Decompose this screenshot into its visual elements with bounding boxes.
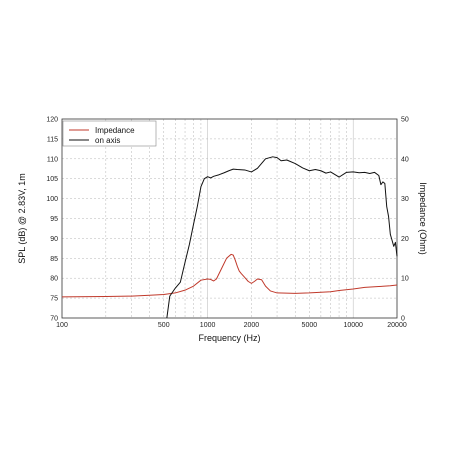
y-axis-label: SPL (dB) @ 2.83V, 1m	[17, 173, 27, 264]
legend: Impedance on axis	[62, 120, 157, 147]
x-tick-label: 10000	[343, 322, 363, 329]
x-axis-label: Frequency (Hz)	[198, 333, 260, 343]
plot-frame	[61, 118, 398, 319]
legend-label-impedance: Impedance	[95, 126, 135, 135]
y-tick-label: 120	[46, 117, 58, 124]
y-tick-label: 110	[47, 156, 58, 163]
y2-tick-label: 30	[401, 196, 409, 203]
x-tick-label: 1000	[200, 322, 216, 329]
y-tick-label: 115	[47, 136, 58, 143]
y-tick-label: 90	[50, 236, 58, 243]
series-layer	[61, 156, 398, 319]
y2-tick-label: 10	[401, 276, 409, 283]
y-tick-label: 95	[50, 216, 58, 223]
legend-label-on-axis: on axis	[95, 136, 120, 145]
y2-axis-label: Impedance (Ohm)	[418, 182, 428, 255]
y2-tick-label: 50	[401, 117, 409, 124]
series-line-impedance	[61, 253, 398, 298]
x-tick-label: 2000	[244, 322, 260, 329]
y2-tick-label: 0	[401, 316, 405, 323]
y-tick-label: 80	[50, 276, 58, 283]
y-tick-label: 105	[46, 176, 58, 183]
y-tick-label: 85	[50, 256, 58, 263]
x-tick-label: 5000	[302, 322, 318, 329]
grid	[62, 119, 397, 318]
series-line-on-axis	[166, 156, 398, 319]
tick-labels: 100 500 1000 2000 5000 10000 20000707580859095…	[46, 117, 409, 330]
x-tick-label: 100	[56, 322, 68, 329]
legend-box	[62, 120, 157, 147]
y2-tick-label: 20	[401, 236, 409, 243]
y-tick-label: 75	[50, 296, 58, 303]
y-tick-label: 70	[50, 316, 58, 323]
y-tick-label: 100	[46, 196, 58, 203]
x-tick-label: 500	[158, 322, 170, 329]
y2-tick-label: 40	[401, 156, 409, 163]
x-tick-label: 20000	[387, 322, 407, 329]
